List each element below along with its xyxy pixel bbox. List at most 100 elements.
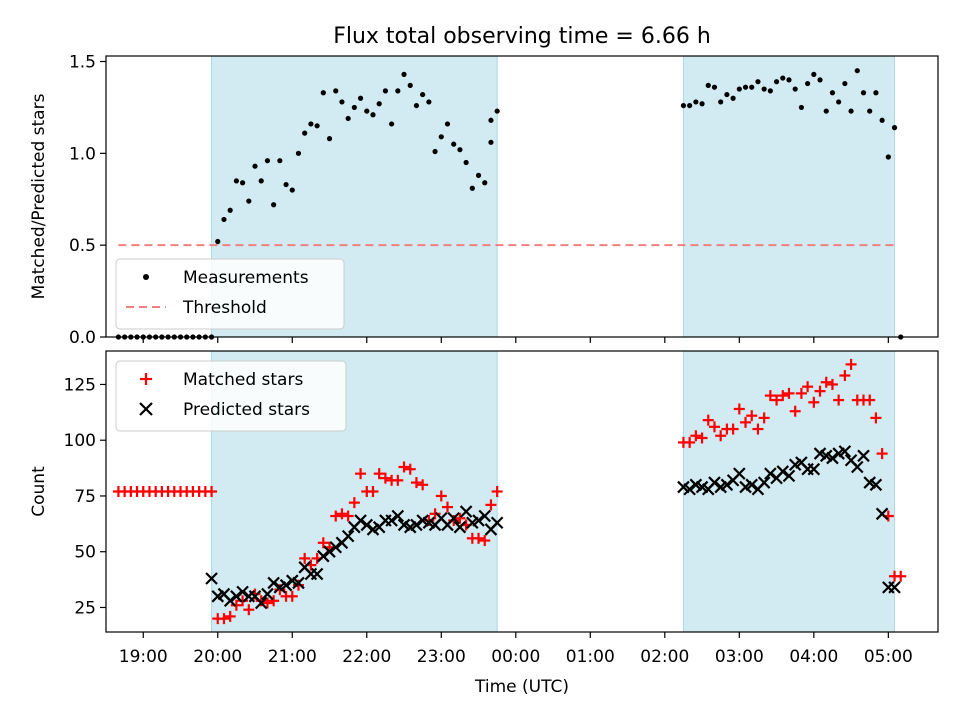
measurement-point <box>736 86 742 92</box>
x-tick-label: 04:00 <box>789 647 838 667</box>
y-tick-label: 0.0 <box>69 328 96 348</box>
matched-point <box>261 597 273 609</box>
predicted-point-b <box>292 576 305 590</box>
matched-point <box>286 590 298 602</box>
matched-point <box>317 537 329 549</box>
matched-point <box>802 381 814 393</box>
bottom-panel: 25 50 75 100 125 19:00 20:00 21:00 22:00 23:00 00:… <box>29 350 939 697</box>
measurement-point <box>488 117 494 123</box>
predicted-point-b <box>764 467 777 480</box>
measurement-point <box>854 68 860 74</box>
predicted-point-b <box>230 590 243 603</box>
predicted-point-b <box>795 456 808 469</box>
y-axis-label: Matched/Predicted stars <box>29 93 49 299</box>
matched-point <box>764 390 776 402</box>
matched-point <box>441 501 453 513</box>
y-tick-label: 0.5 <box>69 236 96 256</box>
matched-point <box>702 414 714 426</box>
predicted-point <box>267 576 280 590</box>
measurement-point <box>413 102 420 109</box>
measurement-point <box>444 121 451 127</box>
axes-frame <box>105 350 939 633</box>
matched-point <box>727 423 739 435</box>
predicted-point-b <box>875 507 889 521</box>
measurement-point <box>239 180 246 186</box>
measurement-point <box>364 108 370 114</box>
predicted-point <box>733 467 746 480</box>
x-tick-label: 20:00 <box>193 647 242 667</box>
predicted-point-b <box>888 581 901 594</box>
matched-point <box>268 595 280 607</box>
measurement-point <box>817 77 823 83</box>
predicted-point <box>354 514 367 527</box>
predicted-point <box>279 578 293 592</box>
predicted-point <box>323 545 336 558</box>
predicted-point-b <box>857 449 870 463</box>
y-tick-label: 50 <box>74 543 96 563</box>
measurement-point <box>407 82 413 88</box>
measurement-point <box>792 86 798 92</box>
measurement-point <box>885 154 891 160</box>
measurement-point <box>891 125 898 131</box>
predicted-point-b <box>490 516 504 530</box>
matched-point <box>814 385 826 397</box>
predicted-point-b <box>757 476 771 489</box>
predicted-point-b <box>341 529 355 543</box>
predicted-point <box>223 594 237 608</box>
predicted-point <box>391 509 405 523</box>
predicted-point-b <box>851 460 864 474</box>
matched-point <box>454 512 466 524</box>
measurement-point <box>258 178 264 184</box>
measurement-point <box>687 102 693 109</box>
measurement-point <box>488 139 494 145</box>
matched-point <box>740 416 752 428</box>
predicted-point <box>447 511 460 525</box>
measurement-point <box>724 91 730 98</box>
predicted-point-b <box>472 514 485 527</box>
measurement-point <box>742 84 749 90</box>
measurement-point <box>438 134 444 140</box>
measurement-point <box>767 88 773 94</box>
measurement-point <box>326 136 333 142</box>
matched-point <box>224 610 236 622</box>
matched-point <box>758 412 770 424</box>
predicted-point-b <box>826 451 839 465</box>
predicted-point-b <box>261 587 274 601</box>
measurement-point <box>798 104 805 111</box>
predicted-point-b <box>695 480 709 494</box>
measurement-point <box>432 148 438 155</box>
measurement-point <box>289 187 295 193</box>
measurement-point <box>693 99 699 105</box>
measurement-point <box>680 102 687 109</box>
predicted-point <box>261 587 274 601</box>
predicted-point <box>857 449 870 463</box>
y-axis-label: Count <box>29 466 49 517</box>
predicted-point-b <box>329 540 343 554</box>
y-tick-label: 1.5 <box>69 53 96 73</box>
measurement-point <box>221 216 227 223</box>
matched-point <box>429 508 441 520</box>
matched-point <box>895 570 907 582</box>
y-tick-label: 1.0 <box>69 144 96 164</box>
measurement-point <box>246 198 252 204</box>
matched-point <box>864 394 876 406</box>
matched-point <box>218 613 230 625</box>
measurement-point <box>252 163 258 169</box>
legend-marker-measurements <box>143 274 149 280</box>
predicted-point-b <box>285 574 299 587</box>
predicted-point <box>453 520 467 534</box>
predicted-point-b <box>745 478 759 492</box>
matched-point <box>237 595 249 607</box>
matched-point <box>777 390 789 402</box>
matched-point <box>243 604 255 616</box>
predicted-point <box>826 451 839 465</box>
legend-marker-predicted-b <box>139 402 153 416</box>
measurement-point <box>475 172 482 178</box>
predicted-point-b <box>453 520 467 534</box>
predicted-point <box>776 465 790 478</box>
measurement-point <box>705 82 711 88</box>
predicted-point <box>205 572 218 585</box>
predicted-point-b <box>478 509 492 523</box>
measurement-point <box>873 90 879 96</box>
predicted-point-b <box>354 514 367 527</box>
